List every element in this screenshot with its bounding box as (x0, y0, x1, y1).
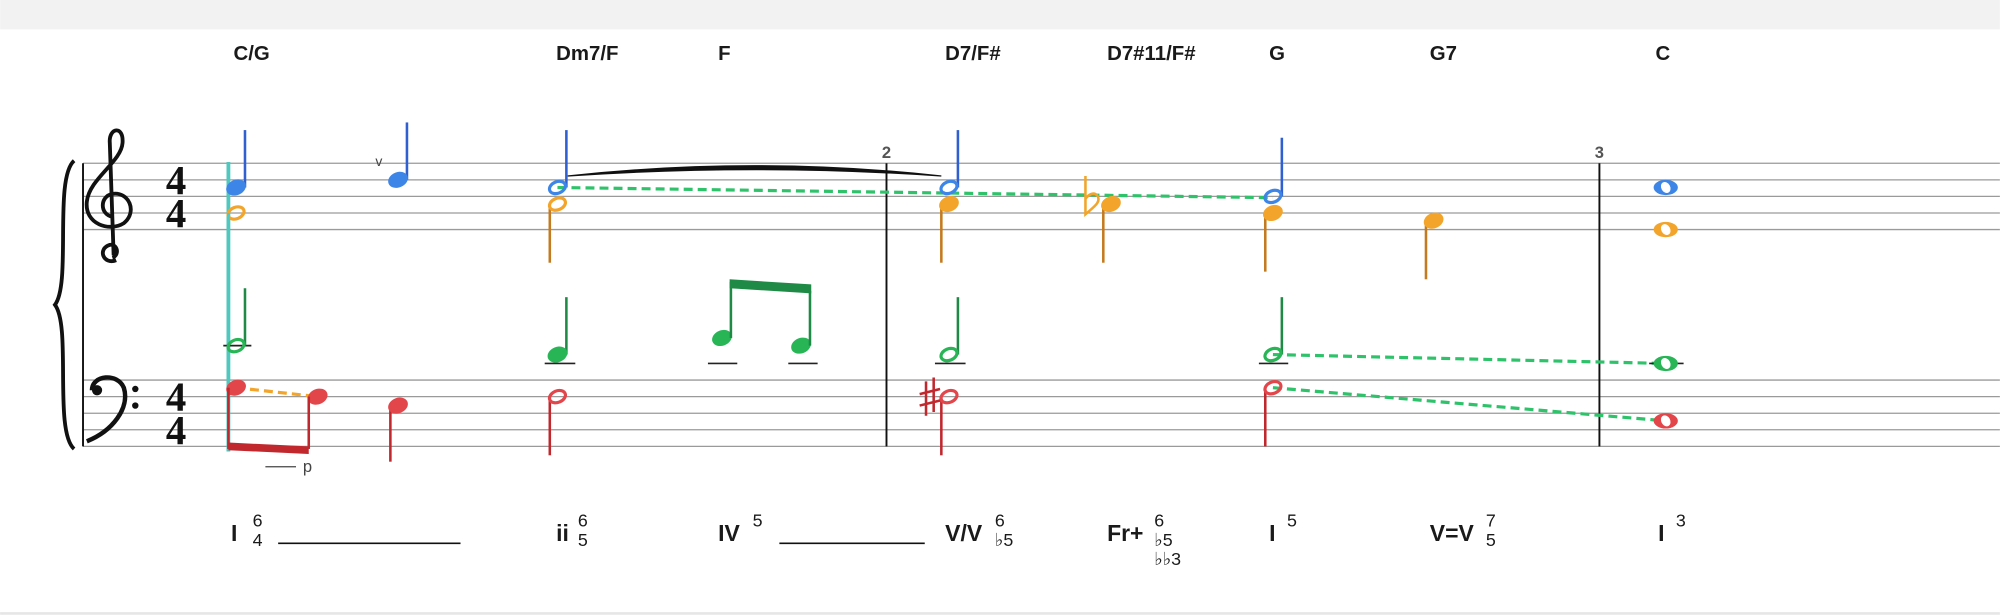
note-head (1423, 212, 1444, 229)
chord-symbols: C/G Dm7/F F D7/F# D7#11/F# G G7 C (234, 43, 1671, 65)
note-head (388, 171, 408, 188)
figure: 5 (1486, 530, 1496, 550)
figure: ♭5 (995, 530, 1013, 550)
barline (82, 163, 1601, 447)
roman-numeral: V=V (1430, 520, 1475, 546)
note-head (939, 179, 959, 196)
bowing-mark: v (375, 153, 382, 169)
note-head (1263, 204, 1283, 222)
figure: 3 (1676, 511, 1686, 531)
note-head (939, 195, 959, 213)
note-head (1101, 195, 1121, 213)
figure: 5 (578, 530, 588, 550)
roman-numeral: IV (718, 520, 740, 546)
note-head (939, 388, 959, 405)
chord-symbol: D7#11/F# (1107, 43, 1196, 65)
notation (223, 122, 1684, 462)
bass-clef (85, 375, 139, 444)
time-signature: 4 (166, 158, 186, 203)
voice-leading-line (1272, 352, 1666, 366)
whole-note-hole (1660, 415, 1671, 427)
figure: ♭5 (1154, 530, 1172, 550)
analysis-row: I 64 ii 65 IV 5 V/V 6♭5 Fr+ 6♭5♭♭3I 5 V=V 75 I 3 (231, 511, 1686, 569)
note-head (388, 397, 408, 414)
whole-note-hole (1660, 224, 1671, 236)
beam (228, 442, 309, 455)
chord-symbol: C/G (234, 43, 270, 65)
note-head (1263, 346, 1283, 363)
figure: 7 (1486, 511, 1496, 531)
measure-number: 3 (1595, 143, 1604, 162)
voice-leading-line (557, 185, 1273, 200)
flat (1084, 175, 1100, 218)
whole-note-hole (1660, 182, 1671, 193)
note-head (547, 346, 568, 363)
figure: 4 (253, 530, 263, 550)
chord-symbol: D7/F# (945, 43, 1001, 65)
beam (729, 279, 812, 294)
dynamic-mark: p (303, 457, 312, 476)
treble-staff (83, 162, 2000, 231)
figure: 6 (1154, 511, 1164, 531)
roman-numeral: ii (556, 520, 569, 546)
note-head (712, 329, 732, 347)
voice-leading-line (235, 386, 318, 399)
note-head (791, 337, 811, 354)
figure: 6 (995, 511, 1005, 531)
figure: 5 (753, 511, 763, 531)
top-bar (0, 0, 2000, 30)
time-signature: 4 (166, 375, 186, 420)
chord-symbol: F (718, 43, 730, 65)
measure-number: 2 (882, 143, 891, 162)
note-head (226, 337, 246, 354)
sharp (919, 377, 941, 416)
note-head (307, 388, 328, 405)
time-signature: 4 (166, 408, 186, 453)
time-signature: 4 (166, 191, 186, 236)
note-head (1263, 188, 1283, 205)
note-head (226, 379, 246, 396)
roman-numeral: I (1658, 520, 1664, 546)
chord-symbol: Dm7/F (556, 43, 618, 65)
roman-numeral: I (231, 520, 237, 546)
brace (52, 159, 76, 451)
bass-staff (83, 379, 2000, 448)
figure: ♭♭3 (1154, 549, 1181, 569)
roman-numeral: Fr+ (1107, 520, 1143, 546)
whole-note-hole (1660, 358, 1671, 369)
figure: 5 (1287, 511, 1297, 531)
note-head (547, 196, 568, 212)
note-head (226, 179, 246, 196)
figure: 6 (578, 511, 588, 531)
note-head (547, 179, 568, 196)
note-head (1263, 379, 1283, 396)
roman-numeral: I (1269, 520, 1275, 546)
figure: 6 (253, 511, 263, 531)
treble-clef (84, 128, 133, 264)
voice-leading-line (1272, 386, 1666, 423)
chord-symbol: C (1656, 43, 1671, 65)
note-head (939, 346, 959, 363)
chord-symbol: G (1269, 43, 1285, 65)
slur (567, 165, 942, 177)
note-head (547, 388, 568, 405)
roman-numeral: V/V (945, 520, 983, 546)
chord-symbol: G7 (1430, 43, 1457, 65)
